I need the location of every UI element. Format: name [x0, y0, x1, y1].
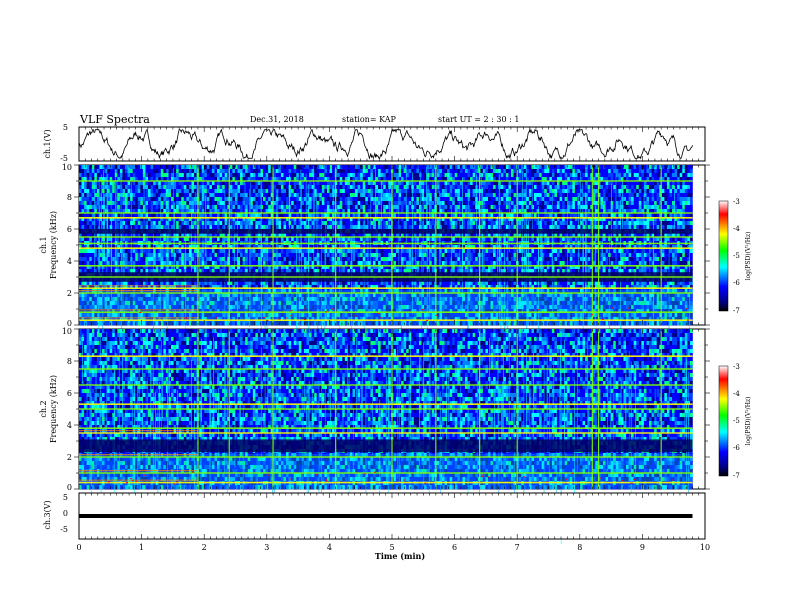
ch3-waveform-panel: 5 0 -5 ch.3(V) [43, 492, 706, 540]
cb1-tick-neg7: -7 [733, 307, 740, 315]
station-label: station= KAP [342, 115, 397, 124]
figure-title: VLF Spectra [79, 113, 150, 126]
ch1-waveform-ylabel: ch.1(V) [43, 129, 52, 158]
ch3-ytick-neg5: -5 [60, 525, 68, 534]
ch2-channel-label: ch.2 [39, 400, 48, 417]
ch1-ytick-bottom: -5 [60, 154, 68, 163]
cb1-tick-neg5: -5 [733, 252, 740, 260]
xtick-6: 6 [452, 543, 457, 552]
xtick-8: 8 [577, 543, 582, 552]
ch1-ytick-2: 2 [67, 289, 72, 298]
ch3-waveform-ylabel: ch.3(V) [43, 500, 52, 529]
date-label: Dec.31, 2018 [250, 115, 304, 124]
xtick-10: 10 [700, 543, 710, 552]
x-axis: 0 1 2 3 4 5 6 7 8 9 10 Time (min) [76, 543, 710, 561]
cb1-tick-neg3: -3 [733, 198, 740, 206]
xtick-2: 2 [202, 543, 207, 552]
colorbar-ch2-label: log(PSD)(V²/Hz) [745, 397, 752, 446]
xtick-0: 0 [76, 543, 81, 552]
axis-ticks [74, 127, 710, 539]
ch2-ytick-6: 6 [67, 389, 72, 398]
ch2-ytick-0: 0 [67, 483, 72, 492]
ch3-ytick-5: 5 [63, 493, 68, 502]
ch1-ytick-4: 4 [67, 257, 72, 266]
ch1-ytick-top: 5 [63, 123, 68, 132]
xtick-3: 3 [264, 543, 269, 552]
ch1-ytick-6: 6 [67, 225, 72, 234]
cb2-tick-neg4: -4 [733, 390, 740, 398]
ch2-spectrogram-panel: 10 8 6 4 2 0 ch.2 Frequency (kHz) [39, 327, 706, 545]
colorbar-ch2: -3 -4 -5 -6 -7 log(PSD)(V²/Hz) [718, 363, 752, 480]
ch1-waveform-panel: 5 -5 ch.1(V) [43, 123, 706, 163]
xtick-9: 9 [640, 543, 645, 552]
xtick-1: 1 [139, 543, 144, 552]
cb2-tick-neg3: -3 [733, 363, 740, 371]
cb2-tick-neg6: -6 [733, 444, 740, 452]
start-time-label: start UT = 2 : 30 : 1 [438, 115, 519, 124]
ch2-ytick-10: 10 [62, 327, 72, 336]
ch1-ytick-0: 0 [67, 319, 72, 328]
ch1-waveform-frame [78, 126, 706, 162]
xtick-5: 5 [389, 543, 394, 552]
xtick-7: 7 [515, 543, 520, 552]
cb2-tick-neg5: -5 [733, 417, 740, 425]
ch1-ytick-10: 10 [62, 163, 72, 172]
colorbar-ch1-label: log(PSD)(V²/Hz) [745, 232, 752, 281]
ch2-ytick-8: 8 [67, 357, 72, 366]
cb1-tick-neg4: -4 [733, 225, 740, 233]
x-axis-label: Time (min) [375, 551, 425, 561]
xtick-4: 4 [327, 543, 332, 552]
colorbar-ch1-gradient [718, 200, 729, 312]
colorbar-ch1: -3 -4 -5 -6 -7 log(PSD)(V²/Hz) [718, 198, 752, 315]
ch1-frequency-ylabel: Frequency (kHz) [49, 211, 58, 279]
cb2-tick-neg7: -7 [733, 472, 740, 480]
ch1-spectrogram-panel: 10 8 6 4 2 0 ch.1 Frequency (kHz) [39, 163, 706, 380]
ch1-ytick-8: 8 [67, 193, 72, 202]
cb1-tick-neg6: -6 [733, 279, 740, 287]
colorbar-ch2-gradient [718, 365, 729, 477]
ch2-frequency-ylabel: Frequency (kHz) [49, 375, 58, 443]
ch1-waveform-line [78, 128, 693, 160]
ch2-ytick-2: 2 [67, 453, 72, 462]
ch1-channel-label: ch.1 [39, 236, 48, 253]
ch2-ytick-4: 4 [67, 421, 72, 430]
ch3-ytick-0: 0 [63, 509, 68, 518]
